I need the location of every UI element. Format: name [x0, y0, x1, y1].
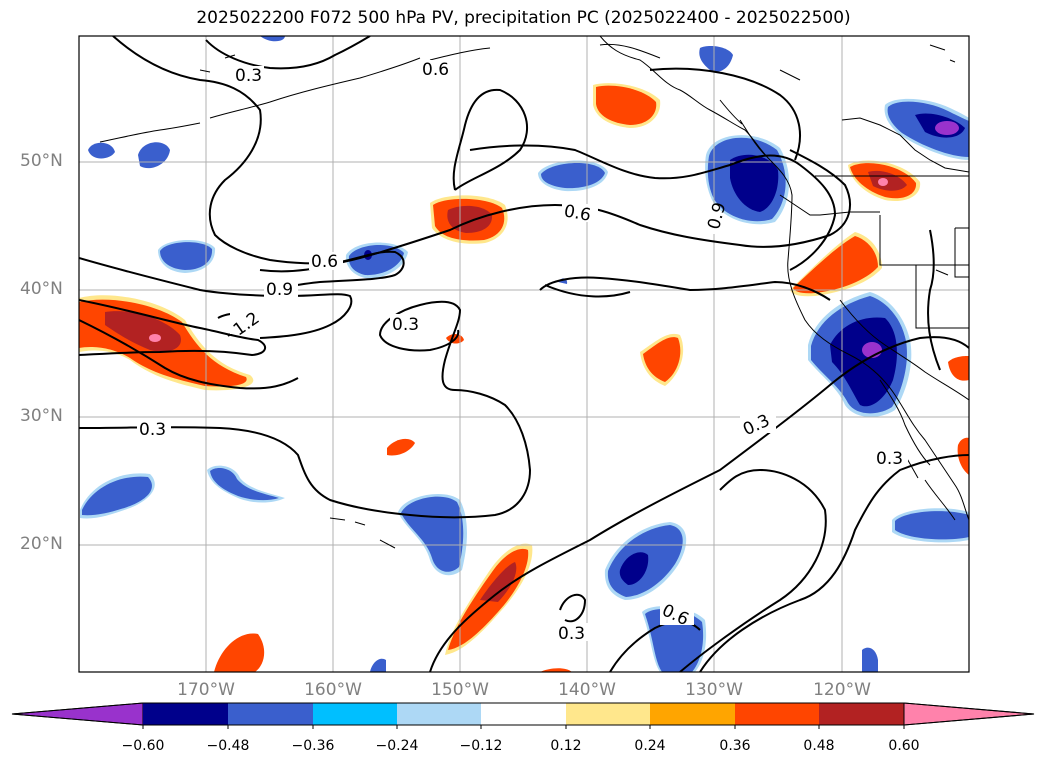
colorbar-tick-label: 0.48: [803, 738, 835, 754]
colorbar: [11, 702, 1035, 729]
colorbar-tick-label: 0.12: [550, 738, 582, 754]
lon-label: 130°W: [685, 680, 743, 700]
colorbar-tick-label: 0.60: [888, 738, 920, 754]
map-title: 2025022200 F072 500 hPa PV, precipitatio…: [196, 8, 851, 28]
colorbar-tick-label: 0.36: [719, 738, 751, 754]
colorbar-tick-label: 0.24: [634, 738, 666, 754]
colorbar-tick-label: −0.12: [459, 738, 503, 754]
colorbar-tick-label: −0.36: [291, 738, 335, 754]
contour-label: 0.6: [422, 60, 449, 80]
contour-label: 0.3: [392, 315, 419, 335]
contour-label: 0.3: [139, 420, 166, 440]
map-frame: [78, 35, 970, 673]
contour-label: 0.3: [876, 449, 903, 469]
colorbar-tick-label: −0.60: [121, 738, 165, 754]
lon-label: 170°W: [177, 680, 235, 700]
colorbar-tick-label: −0.48: [206, 738, 250, 754]
contour-label: 0.6: [311, 252, 338, 272]
lon-label: 120°W: [813, 680, 871, 700]
map-plot-area: 0.3 0.6 0.6 0.9 1.2 0.3 0.6 0.9 0.3 0.3 …: [79, 36, 969, 672]
contour-label: 0.3: [235, 66, 262, 86]
lat-label: 30°N: [20, 406, 63, 426]
coastlines: [99, 36, 969, 549]
pv-contours: [79, 36, 969, 672]
colorbar-tick-label: −0.24: [375, 738, 419, 754]
contour-label: 0.9: [266, 280, 293, 300]
contour-label: 0.3: [558, 624, 585, 644]
lon-label: 150°W: [431, 680, 489, 700]
lat-label: 40°N: [20, 279, 63, 299]
lat-label: 50°N: [20, 151, 63, 171]
lon-label: 160°W: [304, 680, 362, 700]
lon-label: 140°W: [558, 680, 616, 700]
contour-label: 0.6: [562, 201, 592, 225]
pv-contour-labels: 0.3 0.6 0.6 0.9 1.2 0.3 0.6 0.9 0.3 0.3 …: [137, 60, 908, 644]
lat-label: 20°N: [20, 534, 63, 554]
